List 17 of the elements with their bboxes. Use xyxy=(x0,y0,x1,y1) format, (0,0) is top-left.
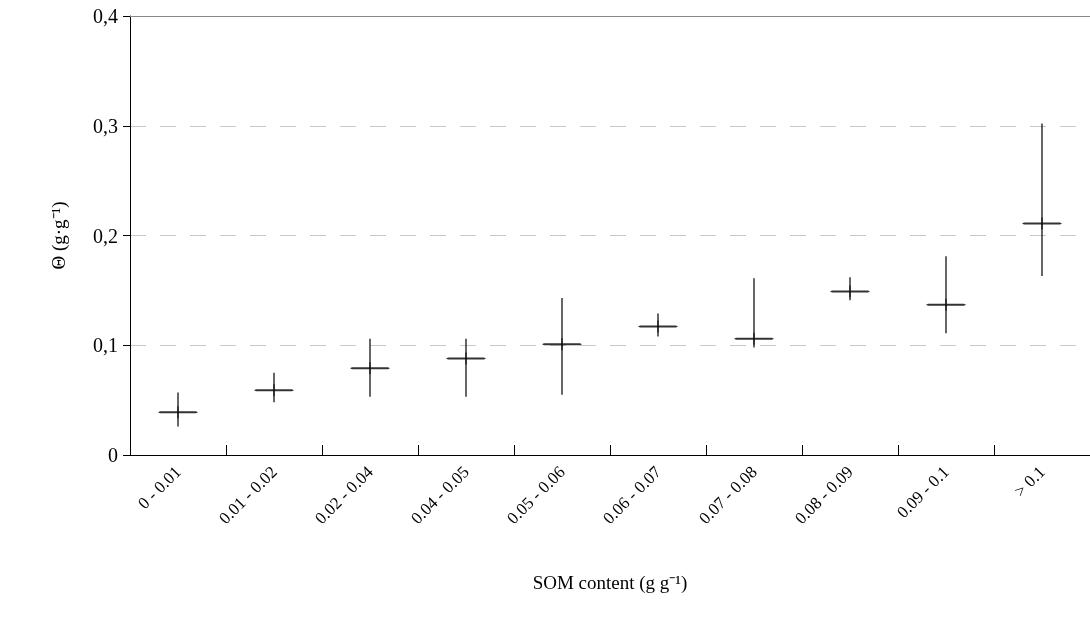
x-tick-label: 0 - 0.01 xyxy=(134,462,185,513)
y-tick-label: 0,2 xyxy=(93,224,118,247)
y-tick-label: 0,1 xyxy=(93,334,118,357)
x-tick-label: 0.02 - 0.04 xyxy=(311,461,378,528)
x-tick-label: > 0.1 xyxy=(1010,462,1049,501)
x-tick-label: 0.05 - 0.06 xyxy=(503,462,569,528)
x-tick-label: 0.01 - 0.02 xyxy=(215,462,281,528)
x-tick-label: 0.06 - 0.07 xyxy=(599,462,665,528)
y-tick-label: 0,3 xyxy=(93,114,118,137)
x-axis-title: SOM content (g g⁻¹) xyxy=(532,572,688,594)
y-tick-label: 0 xyxy=(108,444,118,466)
x-tick-label: 0.09 - 0.1 xyxy=(893,462,953,522)
y-axis-title: Θ (g·g⁻¹) xyxy=(48,201,70,270)
x-tick-label: 0.07 - 0.08 xyxy=(695,462,761,528)
y-tick-label: 0,4 xyxy=(93,5,118,27)
x-tick-label: 0.08 - 0.09 xyxy=(791,462,857,528)
x-tick-label: 0.04 - 0.05 xyxy=(407,462,473,528)
